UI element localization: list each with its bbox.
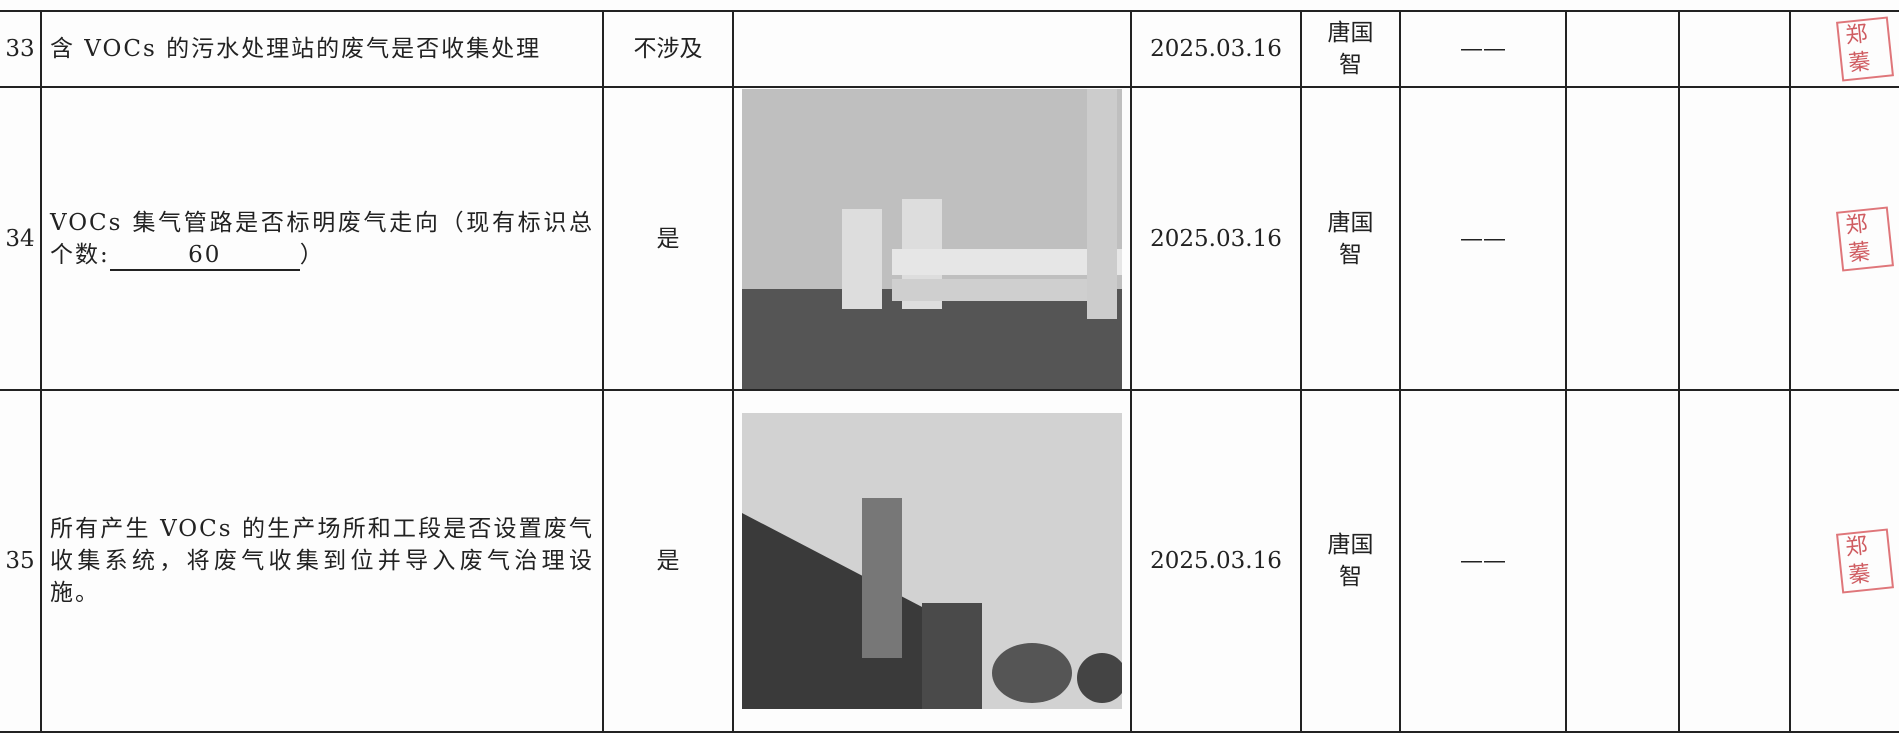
result: 不涉及	[633, 36, 703, 62]
item-cell: VOCs 集气管路是否标明废气走向（现有标识总个数: 60）	[42, 88, 604, 391]
result-cell: 是	[604, 88, 734, 391]
note: ——	[1460, 36, 1506, 62]
photo-cell	[734, 391, 1132, 733]
row-number: 35	[5, 548, 35, 574]
person: 唐国智	[1327, 209, 1374, 268]
item-text-part: 含 VOCs 的污水处理站的废气是否收集处理	[50, 36, 542, 62]
item-text: VOCs 集气管路是否标明废气走向（现有标识总个数: 60）	[50, 207, 594, 271]
row-number: 33	[5, 36, 35, 62]
item-text: 含 VOCs 的污水处理站的废气是否收集处理	[50, 33, 541, 65]
item-text-part: VOCs 集气管路是否标明废气走向（现有标识总个数:	[50, 209, 594, 268]
empty-cell	[1567, 391, 1680, 733]
person-cell: 唐国智	[1302, 88, 1401, 391]
note-cell: ——	[1401, 12, 1567, 88]
number-cell: 34	[0, 88, 42, 391]
photo-cell	[734, 88, 1132, 391]
empty-cell	[1680, 391, 1791, 733]
result-cell: 是	[604, 391, 734, 733]
photo-cell	[734, 12, 1132, 88]
number-cell: 33	[0, 12, 42, 88]
empty-cell	[1567, 88, 1680, 391]
row-number: 34	[5, 225, 35, 252]
result: 是	[656, 548, 680, 574]
number-cell: 35	[0, 391, 42, 733]
note-cell: ——	[1401, 88, 1567, 391]
stamp: 郑蓁	[1836, 205, 1894, 272]
empty-cell	[1680, 12, 1791, 88]
date-cell: 2025.03.16	[1132, 88, 1302, 391]
stamp-cell: 郑蓁	[1791, 88, 1899, 391]
note: ——	[1460, 225, 1506, 252]
note-cell: ——	[1401, 391, 1567, 733]
empty-cell	[1680, 88, 1791, 391]
result-cell: 不涉及	[604, 12, 734, 88]
item-cell: 含 VOCs 的污水处理站的废气是否收集处理	[42, 12, 604, 88]
stamp-cell: 郑蓁	[1791, 391, 1899, 733]
item-text-part: ）	[299, 241, 325, 268]
person-cell: 唐国智	[1302, 391, 1401, 733]
empty-cell	[1567, 12, 1680, 88]
result: 是	[656, 225, 680, 252]
filled-blank: 60	[109, 241, 300, 271]
site-photo	[742, 413, 1122, 709]
date: 2025.03.16	[1150, 36, 1282, 62]
table-border	[0, 10, 1899, 12]
date: 2025.03.16	[1150, 225, 1282, 252]
person: 唐国智	[1327, 20, 1374, 78]
item-text: 所有产生 VOCs 的生产场所和工段是否设置废气收集系统，将废气收集到位并导入废…	[50, 513, 594, 609]
person: 唐国智	[1327, 532, 1374, 590]
stamp: 郑蓁	[1836, 528, 1894, 594]
item-text-part: 所有产生 VOCs 的生产场所和工段是否设置废气收集系统，将废气收集到位并导入废…	[50, 516, 594, 606]
note: ——	[1460, 548, 1506, 574]
item-cell: 所有产生 VOCs 的生产场所和工段是否设置废气收集系统，将废气收集到位并导入废…	[42, 391, 604, 733]
date: 2025.03.16	[1150, 548, 1282, 574]
person-cell: 唐国智	[1302, 12, 1401, 88]
site-photo	[742, 88, 1122, 389]
date-cell: 2025.03.16	[1132, 391, 1302, 733]
date-cell: 2025.03.16	[1132, 12, 1302, 88]
stamp-cell: 郑蓁	[1791, 12, 1899, 88]
stamp: 郑蓁	[1836, 16, 1894, 82]
